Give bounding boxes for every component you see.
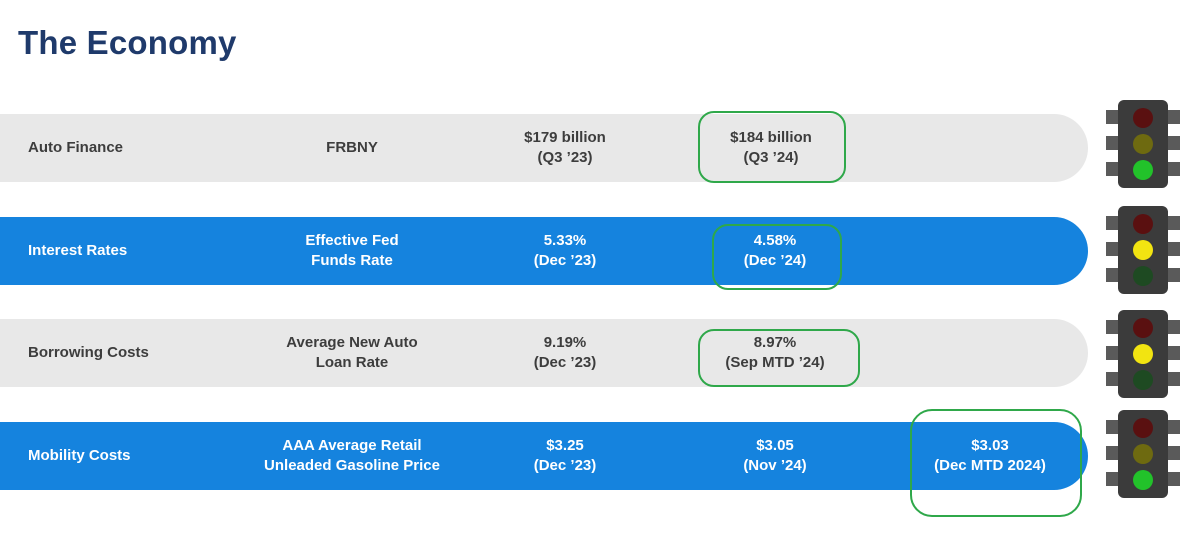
row-current-value: 8.97% (Sep MTD ’24): [725, 334, 825, 371]
row-label: Borrowing Costs: [28, 344, 149, 361]
row-prev-value: 9.19% (Dec ’23): [533, 334, 597, 371]
row-source: Average New Auto Loan Rate: [286, 334, 418, 371]
row-prev-value: $179 billion (Q3 ’23): [524, 129, 606, 166]
row-label: Auto Finance: [28, 139, 124, 156]
row-current-value: 4.58% (Dec ’24): [743, 232, 807, 269]
row-interest-rates: Interest Rates Effective Fed Funds Rate …: [0, 217, 1088, 285]
row-auto-finance: Auto Finance FRBNY $179 billion (Q3 ’23)…: [0, 114, 1088, 182]
row-borrowing-costs: Borrowing Costs Average New Auto Loan Ra…: [0, 319, 1088, 387]
row-prev-value: $3.25 (Dec ’23): [533, 437, 597, 474]
page-title: The Economy: [18, 24, 237, 61]
traffic-light-icon: [1106, 310, 1180, 398]
row-current-value: $184 billion (Q3 ’24): [730, 129, 812, 166]
traffic-light-icon: [1106, 206, 1180, 294]
row-source: FRBNY: [326, 139, 378, 156]
row-source: Effective Fed Funds Rate: [305, 232, 399, 269]
row-prev-value: 5.33% (Dec ’23): [533, 232, 597, 269]
traffic-light-icon: [1106, 100, 1180, 188]
row-mobility-costs: Mobility Costs AAA Average Retail Unlead…: [0, 422, 1088, 490]
row-label: Mobility Costs: [28, 447, 131, 464]
traffic-light-icon: [1106, 410, 1180, 498]
row-label: Interest Rates: [28, 242, 128, 259]
row-current-value: $3.05 (Nov ’24): [743, 437, 807, 474]
row-source: AAA Average Retail Unleaded Gasoline Pri…: [264, 437, 440, 474]
row-latest-value: $3.03 (Dec MTD 2024): [934, 437, 1046, 474]
